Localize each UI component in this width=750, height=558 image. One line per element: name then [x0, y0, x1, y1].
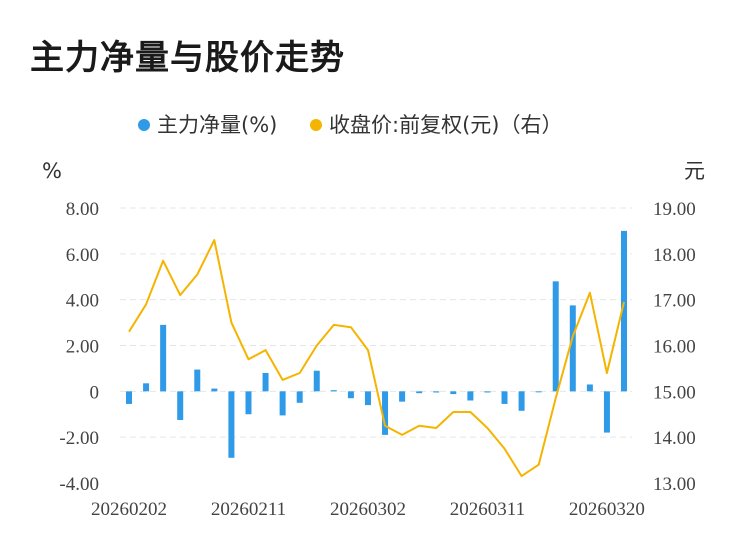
- bar: [347, 391, 354, 399]
- bar: [399, 391, 406, 402]
- gridlines: [120, 207, 632, 438]
- bar: [382, 391, 389, 435]
- bar: [552, 281, 559, 392]
- bar: [484, 391, 491, 393]
- bar: [569, 305, 576, 392]
- legend-label-line: 收盘价:前复权(元)（右）: [329, 113, 562, 137]
- legend-label-bar: 主力净量(%): [157, 113, 277, 137]
- price-line: [128, 239, 625, 478]
- bar: [245, 391, 252, 415]
- bar: [279, 391, 286, 416]
- bar: [313, 370, 320, 392]
- bar: [143, 383, 150, 392]
- chart-title: 主力净量与股价走势: [30, 38, 345, 78]
- right-axis-unit: 元: [684, 159, 705, 183]
- legend: 主力净量(%) 收盘价:前复权(元)（右）: [138, 113, 562, 137]
- bar: [621, 230, 627, 392]
- bar: [194, 369, 201, 392]
- bar: [433, 391, 440, 393]
- left-tick-label: 8.00: [66, 199, 99, 220]
- bar: [228, 391, 235, 458]
- bar: [501, 391, 508, 404]
- x-axis-ticks: 20260202 20260211 20260302 20260311 20260320: [91, 499, 645, 520]
- left-tick-label: -4.00: [59, 474, 99, 495]
- bar: [518, 391, 525, 411]
- legend-marker-line: [310, 119, 322, 131]
- left-tick-label: -2.00: [59, 428, 99, 449]
- left-tick-label: 2.00: [66, 337, 99, 358]
- bar: [211, 388, 218, 392]
- right-tick-label: 17.00: [653, 291, 696, 312]
- x-tick-label: 20260311: [450, 499, 525, 520]
- right-tick-label: 16.00: [653, 337, 696, 358]
- x-tick-label: 20260202: [91, 499, 167, 520]
- right-tick-label: 19.00: [653, 199, 696, 220]
- price-line-series: [128, 239, 625, 478]
- bar: [364, 391, 371, 406]
- bar: [603, 391, 610, 433]
- left-axis-ticks: 8.00 6.00 4.00 2.00 0 -2.00 -4.00: [59, 199, 99, 495]
- legend-marker-bar: [138, 119, 150, 131]
- x-tick-label: 20260320: [569, 499, 645, 520]
- x-tick-label: 20260302: [330, 499, 406, 520]
- left-tick-label: 6.00: [66, 245, 99, 266]
- bar: [126, 391, 132, 404]
- x-tick-label: 20260211: [211, 499, 286, 520]
- bar: [177, 391, 184, 420]
- bar-series: [126, 230, 627, 458]
- bar: [296, 391, 303, 403]
- bar: [160, 324, 167, 392]
- right-axis-ticks: 19.00 18.00 17.00 16.00 15.00 14.00 13.00: [653, 199, 696, 495]
- left-axis-unit: %: [42, 159, 62, 183]
- right-tick-label: 14.00: [653, 428, 696, 449]
- bar: [262, 373, 269, 392]
- right-tick-label: 18.00: [653, 245, 696, 266]
- bar: [586, 384, 593, 392]
- left-tick-label: 0: [90, 382, 100, 403]
- bar: [467, 391, 474, 401]
- bar: [330, 390, 337, 392]
- left-tick-label: 4.00: [66, 291, 99, 312]
- bar: [450, 391, 457, 395]
- right-tick-label: 15.00: [653, 382, 696, 403]
- right-tick-label: 13.00: [653, 474, 696, 495]
- bar: [416, 391, 423, 394]
- bar: [535, 391, 542, 393]
